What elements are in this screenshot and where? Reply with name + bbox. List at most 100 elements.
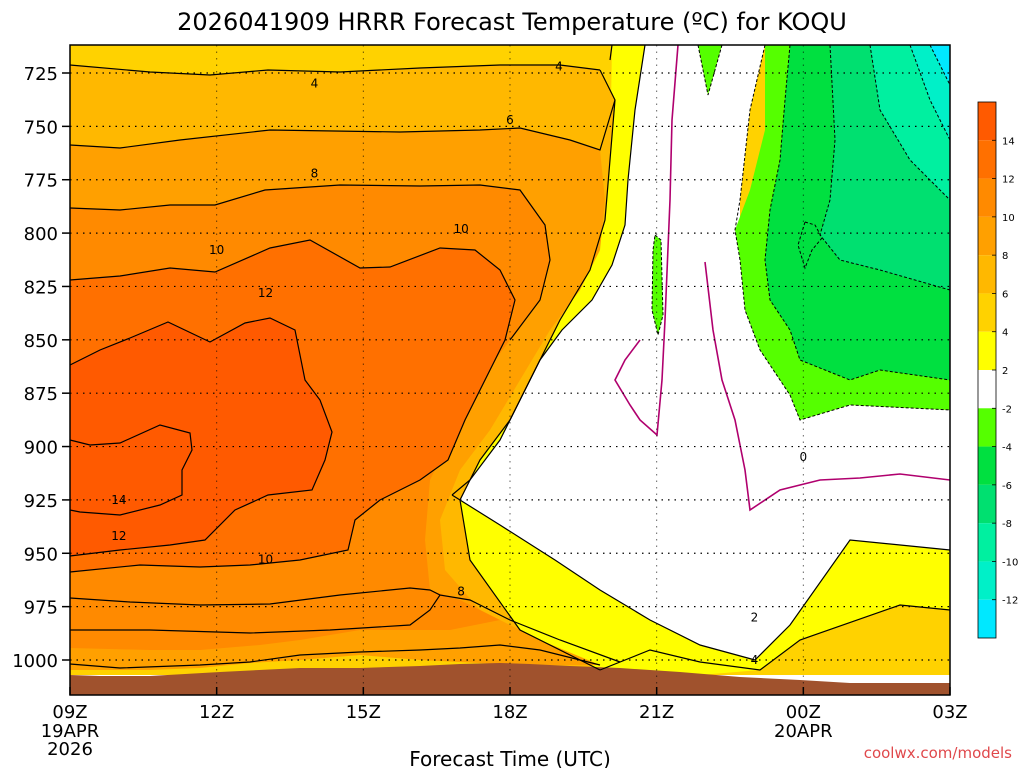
contour-line-minus12 xyxy=(929,44,951,86)
contour-line-8-bump xyxy=(70,594,621,663)
gridlines xyxy=(70,45,950,695)
contour-line-minus2-b xyxy=(734,44,951,421)
negative-contours xyxy=(651,44,951,421)
contour-label: 10 xyxy=(209,243,224,257)
colorbar-label: 2 xyxy=(1002,366,1008,377)
contour-label: 6 xyxy=(506,113,514,127)
contour-line-minus2-c xyxy=(651,234,664,336)
colorbar: 14 12 10 8 6 4 2 -2 -4 -6 -8 -10 -12 xyxy=(977,101,1018,639)
y-tick-label: 825 xyxy=(24,277,58,298)
contour-line-8-lower xyxy=(69,587,441,606)
contour-label: 10 xyxy=(453,222,468,236)
contour-label: 8 xyxy=(457,585,465,599)
contour-line-2 xyxy=(451,494,756,661)
contour-label: 8 xyxy=(311,166,319,180)
contour-label: 10 xyxy=(258,553,273,567)
band-above-14 xyxy=(70,425,192,515)
contour-label: 2 xyxy=(751,610,759,624)
colorbar-bin xyxy=(978,293,996,332)
y-tick-label: 1000 xyxy=(12,651,58,672)
contour-line-4-right xyxy=(599,604,951,671)
contour-label: 14 xyxy=(111,493,126,507)
chart-title: 2026041909 HRRR Forecast Temperature (ºC… xyxy=(177,8,847,36)
contour-label: 4 xyxy=(751,653,759,667)
colorbar-label: -6 xyxy=(1002,481,1012,492)
x-tick-label: 00Z xyxy=(786,702,821,723)
y-tick-label: 850 xyxy=(24,331,58,352)
band-minus2-2 xyxy=(452,45,950,660)
contour-label: 4 xyxy=(311,77,319,91)
y-tick-label: 775 xyxy=(24,171,58,192)
colorbar-bin xyxy=(978,255,996,294)
contour-line-2-upper xyxy=(451,44,646,496)
colorbar-label: -12 xyxy=(1002,596,1018,607)
colorbar-label: 10 xyxy=(1002,213,1015,224)
colorbar-bin xyxy=(978,178,996,217)
x-tick-label: 09Z xyxy=(52,702,87,723)
colorbar-label: 14 xyxy=(1002,136,1015,147)
x-tick-year: 2026 xyxy=(47,739,93,760)
colorbar-label: -10 xyxy=(1002,557,1018,568)
y-tick-label: 925 xyxy=(24,491,58,512)
y-tick-label: 950 xyxy=(24,544,58,565)
y-tick-label: 750 xyxy=(24,117,58,138)
contour-line-8 xyxy=(69,184,551,341)
contour-label: 4 xyxy=(555,60,563,74)
contour-line-minus8 xyxy=(869,44,951,201)
contour-line-4 xyxy=(69,64,601,76)
colorbar-label: 4 xyxy=(1002,328,1008,339)
contour-line-10 xyxy=(69,239,516,573)
colorbar-label: 12 xyxy=(1002,175,1015,186)
x-tick-date: 20APR xyxy=(774,721,833,742)
contour-line-4-upper xyxy=(459,44,616,671)
colorbar-bin xyxy=(978,216,996,256)
contour-lines xyxy=(69,44,951,671)
contour-line-14 xyxy=(69,424,193,516)
x-tick-date: 19APR xyxy=(41,721,100,742)
contour-line-12 xyxy=(69,317,333,557)
x-tick-label: 03Z xyxy=(932,702,967,723)
contour-line-lower xyxy=(69,644,601,669)
colorbar-bin xyxy=(978,102,996,141)
band-minus2-minus4 xyxy=(652,235,663,335)
x-axis-label: Forecast Time (UTC) xyxy=(409,747,611,768)
colorbar-bin xyxy=(978,370,996,409)
colorbar-label: 8 xyxy=(1002,251,1008,262)
colorbar-label: 6 xyxy=(1002,289,1008,300)
colorbar-bin xyxy=(978,140,996,179)
y-tick-label: 900 xyxy=(24,438,58,459)
band-minus2-minus4 xyxy=(698,45,722,95)
x-tick-label: 15Z xyxy=(346,702,381,723)
colorbar-label: -4 xyxy=(1002,443,1012,454)
band-minus10-minus12 xyxy=(910,45,950,140)
colorbar-bin xyxy=(978,599,996,638)
x-tick-label: 21Z xyxy=(639,702,674,723)
y-tick-label: 875 xyxy=(24,384,58,405)
contour-line-minus6-loop xyxy=(797,221,823,270)
y-axis: 725 750 775 800 825 850 875 900 925 950 975 1000 xyxy=(12,64,70,672)
contour-line-minus2-a xyxy=(697,44,723,96)
contour-label: 0 xyxy=(800,450,808,464)
contour-line-0-b xyxy=(704,261,951,512)
contour-labels: 4 4 6 8 10 10 12 14 12 10 8 2 4 0 xyxy=(111,60,807,667)
x-tick-label: 18Z xyxy=(492,702,527,723)
colorbar-bin xyxy=(978,331,996,370)
contour-line-2-right xyxy=(754,539,951,661)
contour-line-6 xyxy=(69,99,616,151)
y-tick-label: 725 xyxy=(24,64,58,85)
colorbar-bin xyxy=(978,446,996,485)
colorbar-bin xyxy=(978,484,996,524)
colorbar-label: -8 xyxy=(1002,519,1012,530)
colorbar-bin xyxy=(978,561,996,600)
colorbar-bin xyxy=(978,523,996,562)
y-tick-label: 975 xyxy=(24,598,58,619)
y-tick-label: 800 xyxy=(24,224,58,245)
colorbar-bin xyxy=(978,408,996,447)
contour-label: 12 xyxy=(258,286,273,300)
x-tick-label: 12Z xyxy=(199,702,234,723)
ground xyxy=(70,663,950,695)
colorbar-label: -2 xyxy=(1002,404,1012,415)
contour-line-minus4 xyxy=(764,44,951,381)
